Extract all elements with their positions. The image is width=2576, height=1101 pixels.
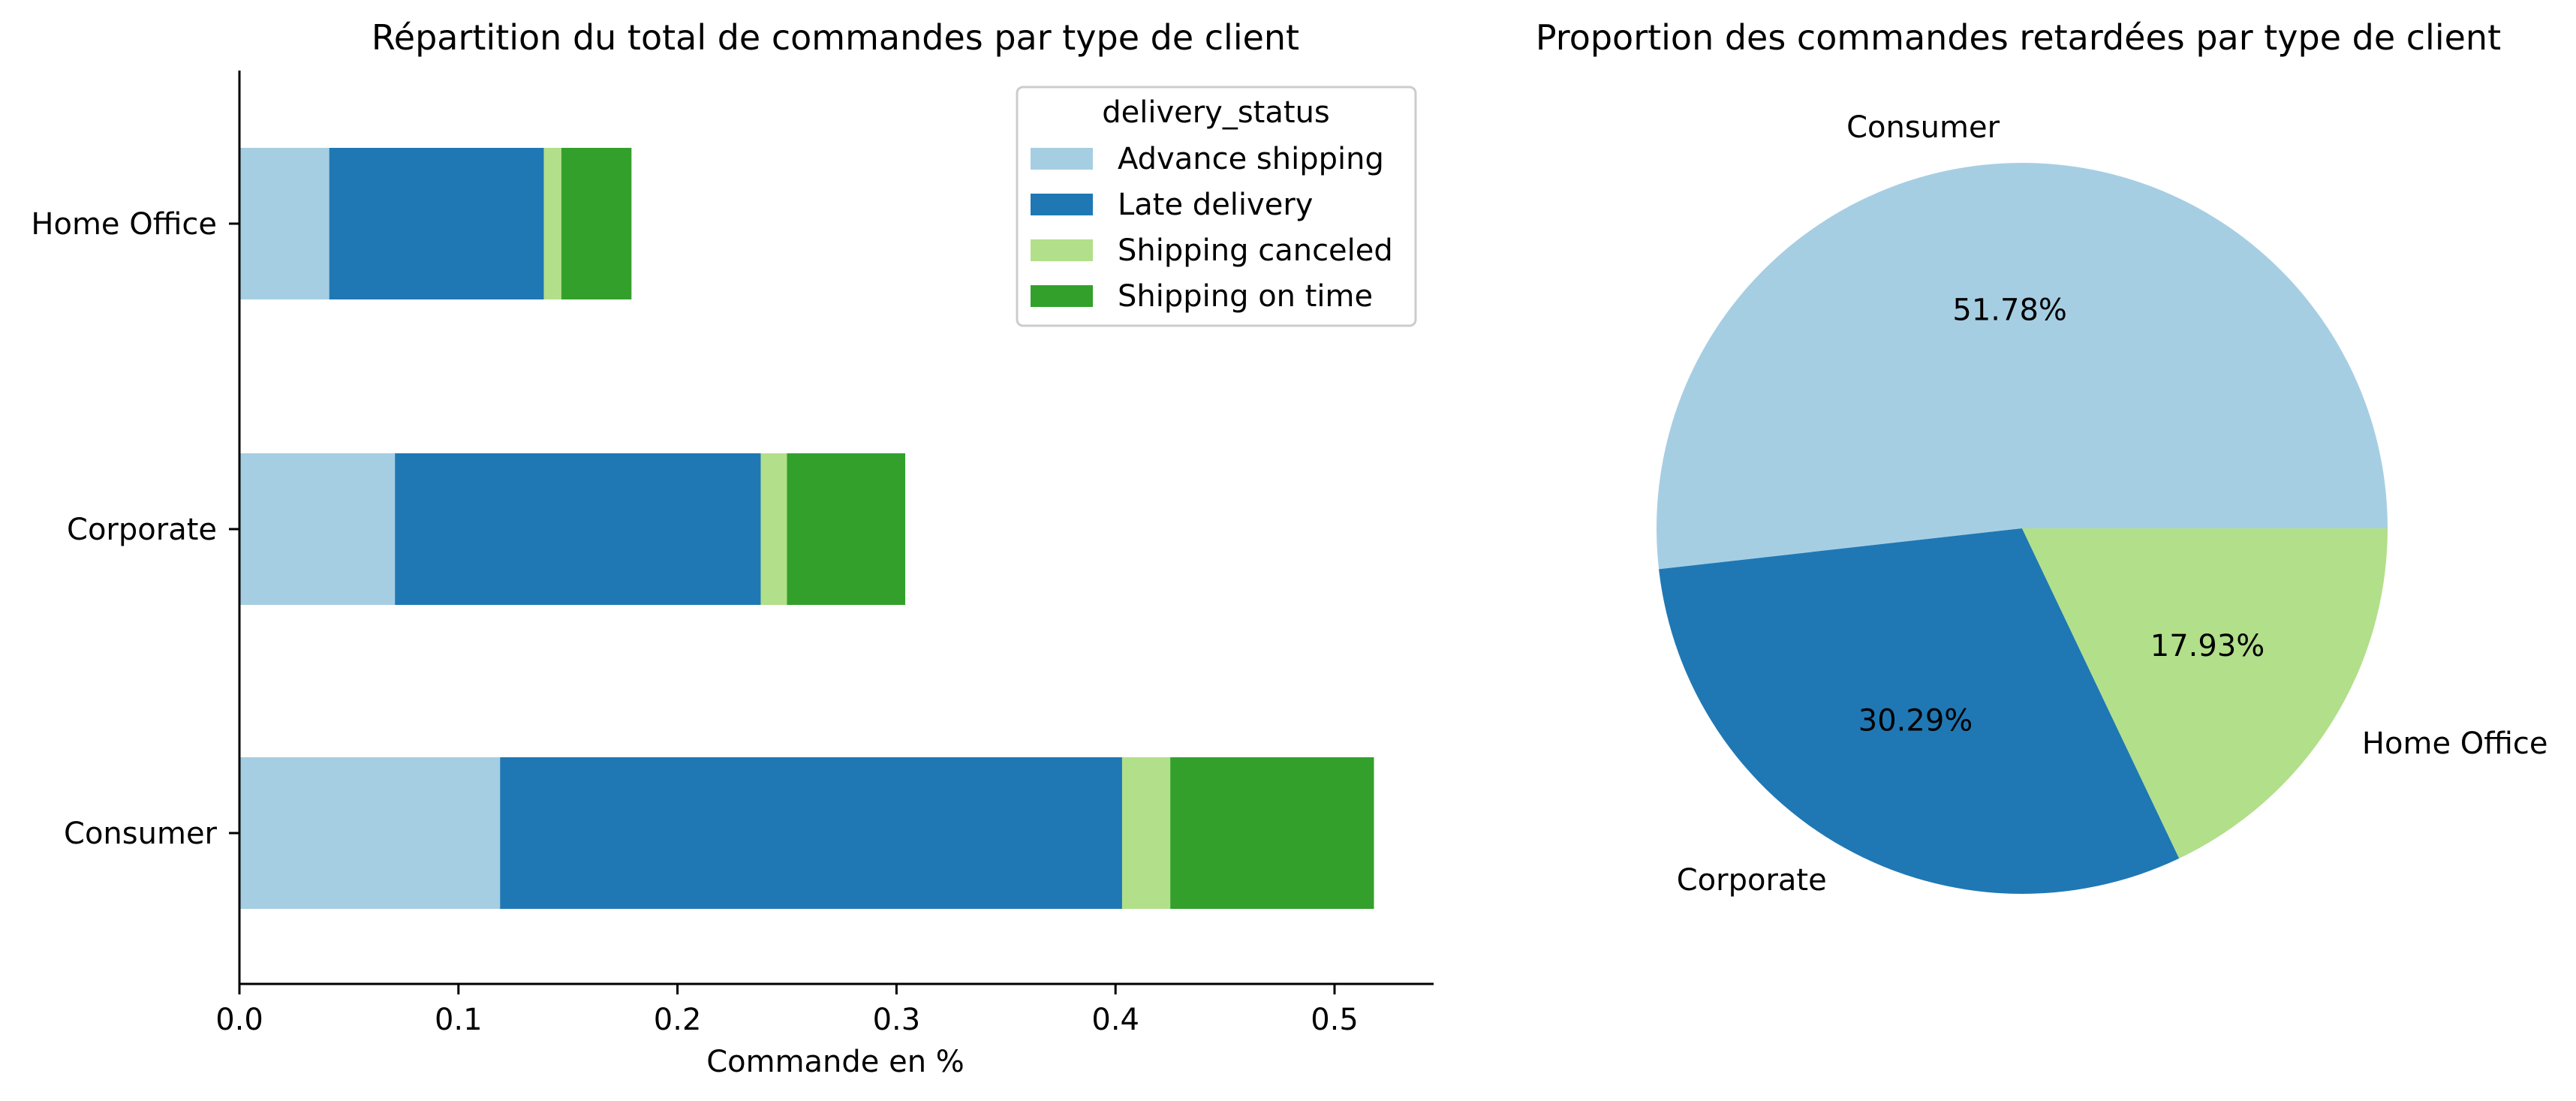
stacked-bar-chart: Répartition du total de commandes par ty… — [31, 17, 1434, 1079]
y-axis-ticks: Consumer Corporate Home Office — [31, 207, 239, 851]
x-axis-label: Commande en % — [706, 1045, 964, 1079]
x-tick-label: 0.1 — [435, 1003, 483, 1037]
bar-segment-consumer-late-delivery — [500, 757, 1122, 909]
pie-slice-consumer — [1657, 163, 2388, 570]
bar-segment-corporate-shipping-on-time — [787, 453, 906, 605]
legend-label-advance-shipping: Advance shipping — [1118, 142, 1384, 176]
y-tick-label-corporate: Corporate — [67, 513, 217, 547]
bar-segment-home-office-advance-shipping — [239, 148, 330, 299]
y-tick-label-consumer: Consumer — [64, 817, 218, 851]
pie-label-home-office: Home Office — [2362, 726, 2548, 761]
legend-label-shipping-on-time: Shipping on time — [1118, 279, 1373, 314]
pie-label-corporate: Corporate — [1677, 863, 1827, 898]
bar-segment-consumer-shipping-on-time — [1170, 757, 1374, 909]
pie-value-label-corporate: 30.29% — [1858, 703, 1973, 738]
legend-items: Advance shipping Late delivery Shipping ca… — [1031, 142, 1393, 314]
bar-segment-corporate-late-delivery — [395, 453, 761, 605]
legend-swatch-advance-shipping — [1031, 148, 1093, 170]
legend-title: delivery_status — [1102, 95, 1330, 130]
bar-segment-home-office-late-delivery — [329, 148, 544, 299]
pie-chart: Proportion des commandes retardées par t… — [1536, 17, 2548, 898]
legend-swatch-shipping-on-time — [1031, 285, 1093, 307]
legend-swatch-late-delivery — [1031, 194, 1093, 215]
legend-label-late-delivery: Late delivery — [1118, 188, 1313, 222]
legend: delivery_status Advance shipping Late del… — [1016, 86, 1417, 327]
x-axis-ticks: 0.0 0.1 0.2 0.3 0.4 0.5 — [215, 984, 1359, 1037]
legend-label-shipping-canceled: Shipping canceled — [1118, 233, 1393, 268]
bar-segment-consumer-advance-shipping — [239, 757, 501, 909]
legend-frame — [1016, 86, 1417, 327]
pie-slice-corporate — [1659, 528, 2180, 894]
x-tick-label: 0.0 — [215, 1003, 263, 1037]
bar-segment-home-office-shipping-on-time — [561, 148, 632, 299]
x-tick-label: 0.2 — [654, 1003, 702, 1037]
pie-chart-title: Proportion des commandes retardées par t… — [1536, 17, 2501, 58]
legend-swatch-shipping-canceled — [1031, 239, 1093, 261]
pie-value-label-home-office: 17.93% — [2150, 629, 2265, 663]
pie-slice-home-office — [2022, 528, 2388, 859]
bar-chart-title: Répartition du total de commandes par ty… — [372, 17, 1299, 58]
bar-segment-corporate-shipping-canceled — [760, 453, 787, 605]
x-tick-label: 0.4 — [1091, 1003, 1139, 1037]
bar-segment-consumer-shipping-canceled — [1121, 757, 1171, 909]
x-tick-label: 0.3 — [873, 1003, 921, 1037]
pie-label-consumer: Consumer — [1846, 110, 2000, 145]
pie-value-label-consumer: 51.78% — [1952, 293, 2067, 327]
x-tick-label: 0.5 — [1311, 1003, 1359, 1037]
pie-labels: Consumer 51.78% Corporate 30.29% Home Office… — [1677, 110, 2548, 898]
bar-segment-corporate-advance-shipping — [239, 453, 396, 605]
bar-plot-area — [239, 148, 1374, 909]
y-tick-label-home-office: Home Office — [31, 207, 217, 242]
bar-segment-home-office-shipping-canceled — [543, 148, 561, 299]
pie-slices — [1657, 163, 2388, 894]
